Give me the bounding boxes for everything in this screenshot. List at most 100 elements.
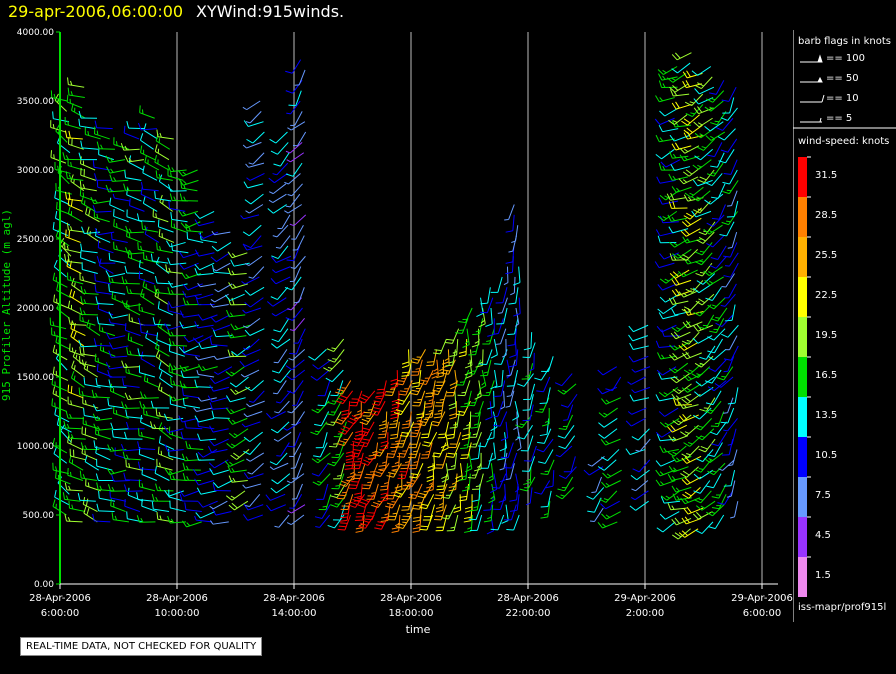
wind-barb [480, 287, 491, 305]
wind-barb [672, 528, 691, 540]
wind-barb [453, 494, 462, 513]
x-tick-label: 6:00:00 [41, 608, 80, 619]
wind-barb [655, 394, 676, 402]
wind-barb [599, 490, 618, 503]
wind-barb [64, 513, 83, 523]
wind-barb [225, 490, 246, 501]
wind-barb [230, 323, 251, 331]
wind-barb [244, 297, 264, 308]
y-tick-label: 3500.00 [17, 97, 54, 107]
wind-barb [655, 148, 675, 160]
wind-barb [54, 407, 70, 423]
wind-barb [497, 297, 508, 314]
wind-barb [96, 503, 115, 513]
wind-barb [716, 366, 734, 381]
wind-barb [317, 390, 332, 407]
wind-barb [290, 111, 303, 126]
wind-barb [94, 120, 113, 130]
wind-barb [169, 344, 185, 357]
wind-barb [352, 463, 366, 480]
wind-barb [108, 318, 127, 326]
wind-barb [140, 414, 156, 430]
wind-barb [537, 428, 552, 444]
wind-barb [695, 449, 714, 463]
wind-barb [629, 342, 649, 351]
wind-barb [720, 293, 736, 307]
colorbar-label: 22.5 [815, 290, 838, 301]
wind-barb [209, 500, 228, 510]
wind-barb [198, 364, 218, 372]
wind-barb [182, 473, 202, 481]
wind-barb [62, 492, 81, 502]
wind-barb [398, 380, 413, 396]
wind-barb [239, 359, 260, 368]
wind-barb [655, 459, 676, 467]
wind-barb [709, 421, 727, 436]
wind-barb [479, 349, 493, 365]
x-tick-label: 28-Apr-2006 [497, 593, 559, 604]
wind-barb [711, 431, 728, 447]
wind-barb [245, 380, 264, 392]
wind-barb [208, 459, 229, 469]
wind-barb [727, 231, 738, 249]
wind-barb [211, 230, 231, 236]
wind-barb [720, 407, 735, 424]
wind-barb [435, 514, 448, 532]
wind-barb [241, 348, 261, 357]
wind-barb [457, 380, 471, 397]
wind-barb [179, 490, 200, 497]
wind-barb [138, 365, 156, 378]
y-tick-label: 0.00 [34, 580, 54, 590]
wind-barb [479, 369, 487, 390]
wind-barb [197, 500, 218, 508]
wind-barb [287, 504, 306, 514]
wind-barb [68, 317, 87, 326]
wind-barb [108, 350, 128, 358]
wind-barb [470, 514, 483, 531]
wind-barb [292, 463, 304, 480]
wind-barb [493, 400, 504, 418]
wind-barb [289, 266, 302, 282]
wind-barb [668, 114, 688, 126]
wind-barb [50, 150, 67, 164]
wind-barb [340, 494, 354, 511]
wind-barb [109, 490, 127, 502]
wind-barb [720, 107, 738, 121]
wind-barb [145, 330, 160, 347]
wind-barb [654, 117, 675, 126]
wind-barb [82, 396, 99, 409]
wind-barb [107, 484, 127, 492]
wind-barb [390, 432, 403, 449]
wind-barb [179, 493, 199, 502]
wind-barb [316, 483, 329, 500]
wind-barb [391, 514, 401, 533]
wind-barb [275, 235, 291, 249]
wind-barb [108, 284, 126, 295]
wind-barb [722, 180, 739, 195]
wind-barb [54, 489, 70, 506]
wind-barb [78, 152, 97, 161]
wind-barb [270, 483, 290, 494]
wind-barb [94, 273, 112, 285]
wind-barb [499, 432, 507, 452]
wind-barb [490, 514, 505, 531]
wind-barb [404, 473, 421, 488]
wind-barb [629, 394, 650, 402]
wind-barb [150, 400, 170, 409]
wind-barb [179, 321, 199, 329]
wind-barb [498, 483, 507, 503]
wind-barb [635, 438, 651, 452]
wind-barb [157, 219, 174, 233]
wind-barb [243, 411, 263, 418]
y-tick-label: 2500.00 [17, 235, 54, 245]
wind-barb [111, 512, 129, 523]
wind-barb [291, 224, 304, 240]
wind-barb [287, 400, 304, 414]
wind-barb [475, 349, 484, 368]
wind-barb [96, 316, 115, 326]
wind-barb [707, 380, 727, 392]
wind-barb [293, 328, 306, 344]
wind-barb [138, 303, 155, 316]
wind-barb [245, 111, 262, 124]
wind-barb [522, 404, 534, 422]
